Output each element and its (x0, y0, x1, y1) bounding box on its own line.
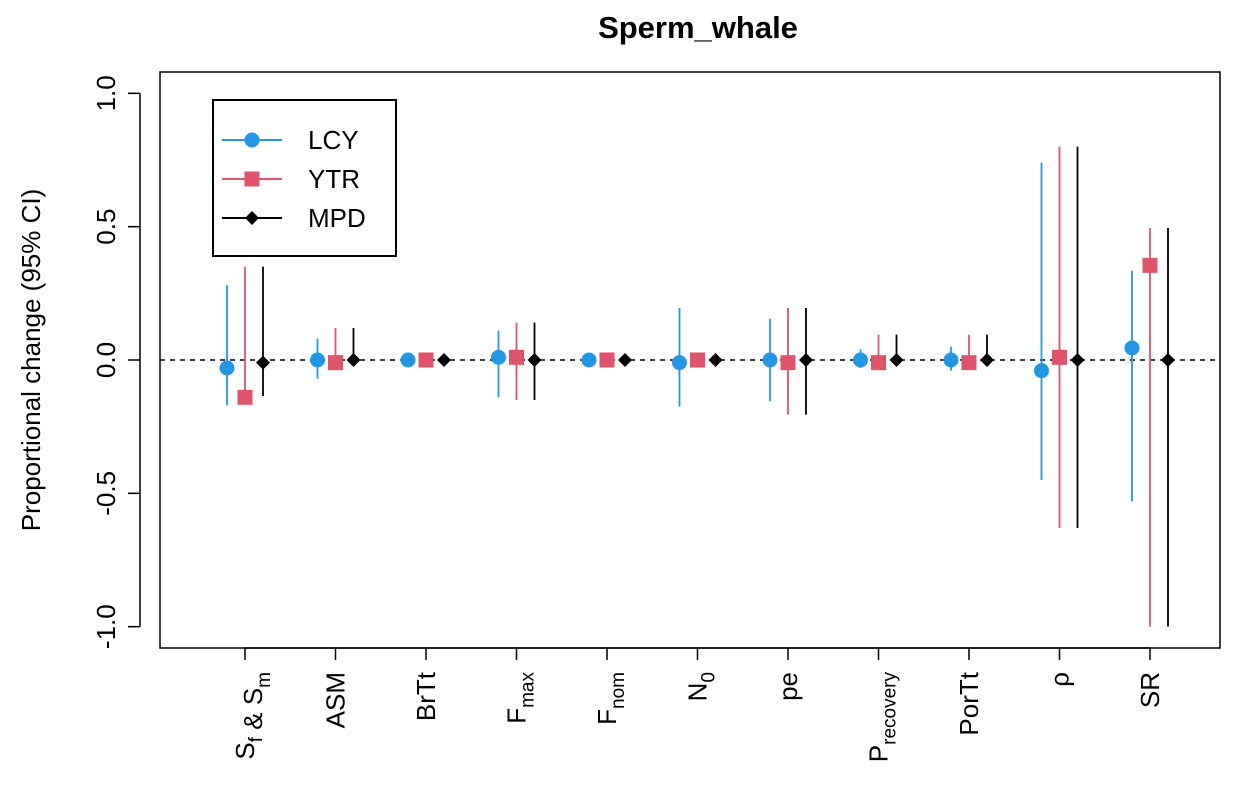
point (437, 353, 451, 367)
point (943, 352, 959, 368)
x-tick-label: PorTt (954, 671, 984, 735)
legend-label: YTR (308, 164, 360, 194)
label-subscript: m (254, 672, 275, 688)
x-tick-label: Fnom (592, 672, 629, 725)
point (853, 352, 868, 368)
point (1070, 353, 1085, 367)
label-part: pe (773, 672, 803, 701)
point (509, 349, 524, 365)
point (219, 360, 235, 376)
label-part: F (502, 708, 532, 724)
label-part: P (864, 745, 894, 762)
x-tick-label: BrTt (411, 671, 441, 721)
label-part: ASM (321, 672, 351, 728)
label-part: N (683, 683, 713, 702)
point (980, 353, 994, 367)
point (599, 352, 615, 368)
x-tick-label: ρ (1045, 672, 1075, 687)
legend-marker (244, 132, 260, 148)
point (799, 353, 813, 367)
point (418, 352, 434, 368)
point (871, 355, 886, 371)
label-part: SR (1135, 672, 1165, 708)
point (310, 352, 325, 368)
label-part: BrTt (411, 671, 441, 721)
point (1034, 363, 1049, 379)
point (237, 389, 253, 405)
x-tick-label: N0 (683, 672, 720, 701)
y-tick-label: 1.0 (91, 75, 121, 111)
point (889, 353, 904, 367)
label-part: F (592, 709, 622, 725)
label-subscript: 0 (699, 672, 720, 683)
point (1124, 340, 1140, 356)
point (400, 352, 416, 368)
x-tick-label: Fmax (502, 672, 539, 724)
y-axis-label: Proportional change (95% CI) (16, 189, 46, 532)
y-tick-label: 0.5 (91, 209, 121, 245)
y-tick-label: 0.0 (91, 342, 121, 378)
point (780, 355, 796, 371)
point (328, 355, 343, 371)
x-tick-label: SR (1135, 672, 1165, 708)
label-part: S (230, 742, 260, 759)
label-part: & S (238, 688, 268, 737)
x-tick-label: Sf & Sm (230, 672, 275, 760)
point (1142, 257, 1158, 273)
point (762, 352, 778, 368)
label-subscript: nom (608, 672, 629, 709)
label-part: ρ (1045, 672, 1075, 687)
point (581, 352, 597, 368)
point (961, 355, 977, 371)
point (256, 355, 270, 370)
point (1161, 353, 1175, 367)
x-tick-label: Precovery (864, 672, 901, 763)
label-part: PorTt (954, 671, 984, 735)
point (491, 349, 506, 365)
x-tick-label: ASM (321, 672, 351, 728)
point (527, 353, 542, 367)
label-subscript: max (518, 672, 539, 708)
point (672, 355, 687, 371)
legend-marker (245, 211, 259, 225)
point (708, 353, 723, 367)
label-subscript: recovery (880, 672, 901, 745)
y-tick-label: -0.5 (91, 471, 121, 516)
chart-title: Sperm_whale (598, 10, 798, 45)
y-tick-label: -1.0 (91, 604, 121, 649)
label-subscript: f (246, 736, 267, 742)
point (618, 353, 632, 367)
point (1052, 349, 1067, 365)
x-tick-label: pe (773, 672, 803, 701)
point (346, 353, 361, 367)
point (690, 352, 705, 368)
legend-label: LCY (308, 125, 359, 155)
legend-label: MPD (308, 203, 366, 233)
legend-marker (244, 171, 260, 187)
